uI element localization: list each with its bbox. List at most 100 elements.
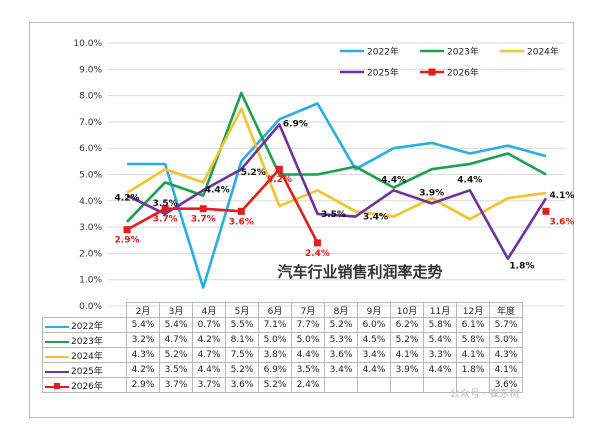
legend: 2022年 2023年 2024年 2025年 2026年	[340, 46, 559, 79]
series-line	[127, 169, 546, 243]
table-cell: 3.3%	[423, 347, 457, 363]
series-marker	[123, 226, 131, 234]
table-cell: 1.8%	[456, 362, 490, 378]
legend-label: 2024年	[527, 46, 559, 58]
table-cell: 5.7%	[489, 317, 523, 333]
data-label: 3.7%	[191, 215, 216, 225]
table-cell: 5.0%	[258, 332, 292, 348]
data-label: 3.5%	[153, 199, 178, 209]
table-header-cell: 6月	[258, 302, 292, 318]
table-row-label: 2025年	[42, 362, 127, 378]
table-series-name: 2024年	[71, 351, 103, 362]
table-series-name: 2026年	[71, 381, 103, 392]
legend-label: 2025年	[367, 67, 399, 79]
table-header-cell: 10月	[390, 302, 424, 318]
table-cell: 5.8%	[456, 332, 490, 348]
data-label: 2.4%	[305, 249, 330, 259]
table-header-cell: 3月	[159, 302, 193, 318]
data-label: 4.2%	[115, 194, 140, 204]
table-legend-swatch	[45, 337, 69, 346]
table-cell: 4.1%	[456, 347, 490, 363]
series-marker	[313, 239, 321, 247]
table-cell: 4.1%	[489, 362, 523, 378]
table-cell: 5.2%	[258, 377, 292, 393]
table-cell: 3.5%	[291, 362, 325, 378]
y-tick-label: 7.0%	[79, 118, 102, 128]
y-tick-label: 3.0%	[79, 223, 102, 233]
table-header-cell: 4月	[192, 302, 226, 318]
table-cell: 4.4%	[291, 347, 325, 363]
table-cell: 4.2%	[126, 362, 160, 378]
table-header-cell: 年度	[489, 302, 523, 318]
table-cell: 7.7%	[291, 317, 325, 333]
data-label: 3.5%	[321, 210, 346, 220]
table-cell: 4.7%	[192, 347, 226, 363]
table-row: 2023年 3.2% 4.7% 4.2% 8.1% 5.0% 5.0% 5.3% 4.5% 5.2…	[42, 332, 523, 348]
table-cell: 3.9%	[390, 362, 424, 378]
series-line	[127, 102, 547, 289]
table-row: 2022年 5.4% 5.4% 0.7% 5.5% 7.1% 7.7% 5.2% 6.0% 6.2…	[42, 317, 523, 333]
series-line	[126, 123, 548, 260]
data-label: 3.6%	[229, 217, 254, 227]
data-label: 3.6%	[549, 217, 574, 227]
chart-title: 汽车行业销售利润率走势	[277, 263, 442, 281]
table-cell: 3.8%	[258, 347, 292, 363]
table-cell: 4.5%	[357, 332, 391, 348]
data-label: 6.9%	[283, 120, 308, 130]
y-tick-label: 1.0%	[79, 276, 102, 286]
table-cell: 3.7%	[192, 377, 226, 393]
series-marker	[237, 207, 245, 215]
table-cell: 5.2%	[390, 332, 424, 348]
table-header-cell: 9月	[357, 302, 391, 318]
data-labels: 2.9% 3.7% 3.7% 3.6% 5.2% 2.4% 3.6% 4.2% 3.5% 4.4%…	[115, 120, 575, 272]
table-cell: 6.1%	[456, 317, 490, 333]
series-markers	[123, 165, 550, 247]
table-cell: 3.5%	[159, 362, 193, 378]
table-cell: 6.2%	[390, 317, 424, 333]
series-line	[126, 91, 547, 223]
legend-label: 2026年	[447, 67, 479, 79]
table-cell: 5.2%	[159, 347, 193, 363]
table-header-row: 2月 3月 4月 5月 6月 7月 8月 9月 10月 11月 12月 年度	[43, 302, 523, 318]
series-marker	[542, 207, 550, 215]
table-cell: 5.2%	[225, 362, 259, 378]
y-tick-label: 9.0%	[79, 65, 102, 75]
table-cell: 7.1%	[258, 317, 292, 333]
table-cell: 3.6%	[225, 377, 259, 393]
y-tick-label: 4.0%	[79, 197, 102, 207]
table-cell: 5.0%	[291, 332, 325, 348]
series-marker	[199, 205, 207, 213]
table-cell: 5.5%	[225, 317, 259, 333]
y-tick-label: 8.0%	[79, 92, 102, 102]
series-lines	[126, 91, 548, 289]
data-label: 3.9%	[419, 188, 444, 198]
table-cell: 2.9%	[126, 377, 160, 393]
data-label: 3.7%	[153, 215, 178, 225]
table-cell	[390, 377, 424, 393]
table-row: 2024年 4.3% 5.2% 4.7% 7.5% 3.8% 4.4% 3.6% 3.4% 4.1…	[42, 347, 523, 363]
y-tick-label: 10.0%	[73, 39, 102, 49]
data-label: 4.4%	[205, 185, 230, 195]
table-row-label: 2022年	[42, 317, 127, 333]
watermark-text: 公众号 · 崔东树	[450, 389, 520, 400]
data-label: 3.4%	[363, 213, 388, 223]
data-label: 4.4%	[457, 175, 482, 185]
table-row-label: 2024年	[42, 347, 127, 363]
table-legend-swatch	[45, 367, 69, 376]
table-header-cell: 12月	[456, 302, 490, 318]
data-label: 5.2%	[241, 168, 266, 178]
data-label: 5.2%	[267, 175, 292, 185]
table-cell: 6.0%	[357, 317, 391, 333]
table-cell	[357, 377, 391, 393]
table-cell: 2.4%	[291, 377, 325, 393]
table-cell: 5.8%	[423, 317, 457, 333]
table-legend-swatch	[45, 322, 69, 331]
table-cell: 4.2%	[192, 332, 226, 348]
table-header-cell: 8月	[324, 302, 358, 318]
table-cell: 3.2%	[126, 332, 160, 348]
table-cell: 4.4%	[192, 362, 226, 378]
table-series-name: 2023年	[71, 336, 103, 347]
table-header-cell: 11月	[423, 302, 457, 318]
table-cell: 8.1%	[225, 332, 259, 348]
table-cell: 3.4%	[324, 362, 358, 378]
